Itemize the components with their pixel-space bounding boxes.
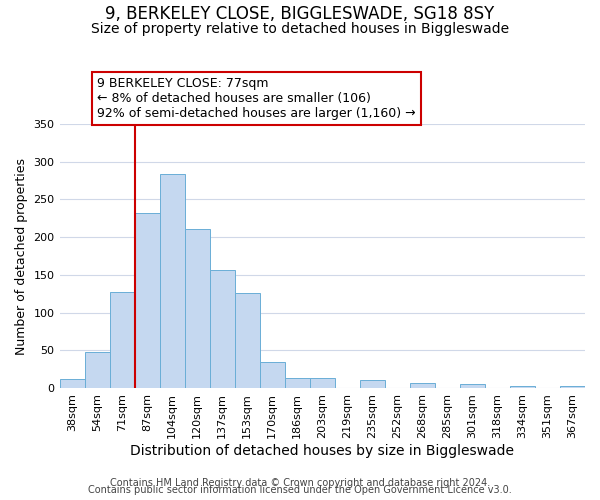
Bar <box>85 352 110 388</box>
Bar <box>310 378 335 388</box>
Text: 9, BERKELEY CLOSE, BIGGLESWADE, SG18 8SY: 9, BERKELEY CLOSE, BIGGLESWADE, SG18 8SY <box>106 5 494 23</box>
Bar <box>134 213 160 388</box>
Bar <box>360 380 385 388</box>
Bar <box>510 386 535 388</box>
Bar <box>560 386 585 388</box>
Bar <box>160 174 185 388</box>
Text: Contains public sector information licensed under the Open Government Licence v3: Contains public sector information licen… <box>88 485 512 495</box>
Text: 9 BERKELEY CLOSE: 77sqm
← 8% of detached houses are smaller (106)
92% of semi-de: 9 BERKELEY CLOSE: 77sqm ← 8% of detached… <box>97 77 416 120</box>
Text: Contains HM Land Registry data © Crown copyright and database right 2024.: Contains HM Land Registry data © Crown c… <box>110 478 490 488</box>
Y-axis label: Number of detached properties: Number of detached properties <box>15 158 28 354</box>
Bar <box>110 292 134 388</box>
Bar <box>285 378 310 388</box>
Bar <box>185 229 209 388</box>
Bar <box>410 383 435 388</box>
Bar <box>235 293 260 388</box>
X-axis label: Distribution of detached houses by size in Biggleswade: Distribution of detached houses by size … <box>130 444 514 458</box>
Text: Size of property relative to detached houses in Biggleswade: Size of property relative to detached ho… <box>91 22 509 36</box>
Bar <box>260 362 285 388</box>
Bar <box>59 379 85 388</box>
Bar <box>460 384 485 388</box>
Bar <box>209 270 235 388</box>
